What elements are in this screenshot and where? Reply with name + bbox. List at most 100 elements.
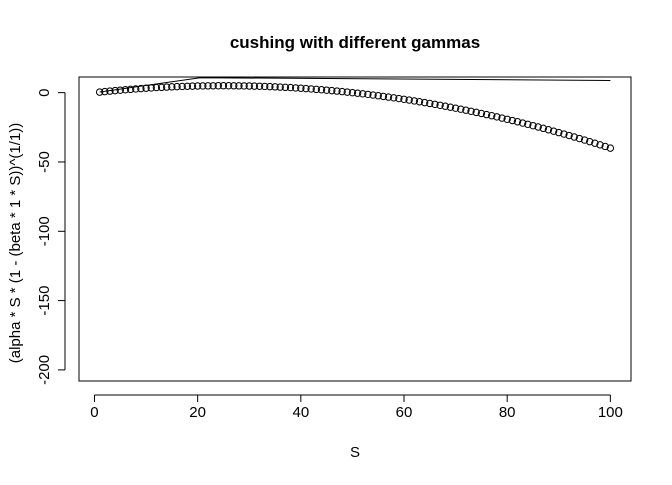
data-point [451,104,460,112]
data-point [209,82,217,90]
data-point [219,82,228,90]
x-tick-label: 0 [90,404,98,421]
data-point [369,91,377,99]
x-axis-label: S [350,444,360,461]
data-point [457,105,465,113]
data-point [193,82,202,90]
y-tick-label: -50 [36,151,53,173]
data-point [271,83,279,91]
data-point [410,97,419,105]
data-point [302,84,310,93]
data-point [188,82,197,90]
data-point [157,83,166,92]
data-point [472,108,480,117]
data-point [513,118,522,126]
data-point [286,83,295,92]
data-point [137,84,145,93]
data-point [121,86,130,94]
data-point [126,85,135,94]
data-point [266,82,274,91]
data-point [384,93,393,101]
data-point [400,95,408,104]
data-point [235,82,243,90]
data-point [297,84,305,92]
data-point [555,128,563,137]
data-point [374,92,382,100]
x-tick-label: 60 [396,404,413,421]
data-point [173,82,181,91]
x-tick-label: 80 [499,404,516,421]
data-point [524,120,532,129]
data-point [570,133,578,141]
data-point [446,103,455,111]
data-point [436,101,444,109]
data-point [230,82,238,90]
data-point [163,83,171,91]
data-point [580,136,589,144]
data-point [575,134,584,143]
data-point [95,88,104,96]
data-point [178,82,186,91]
data-point [467,107,475,115]
data-point [560,130,568,138]
data-point [503,115,511,123]
data-point [591,139,599,147]
plot-frame [78,76,632,382]
y-tick-label: -200 [36,355,53,385]
data-point [250,82,259,90]
data-point [317,86,326,94]
data-point [168,83,176,91]
data-point [224,82,233,90]
data-point [245,82,253,90]
data-point [116,86,124,94]
data-point [596,141,604,149]
data-point [261,82,269,91]
data-point [183,82,192,90]
series-line [99,77,611,93]
data-point [601,142,609,151]
data-point [276,83,284,91]
data-point [549,127,558,135]
data-point [426,99,434,108]
x-tick-label: 20 [189,404,206,421]
data-point [539,124,547,133]
x-tick-label: 40 [292,404,309,421]
chart-title: cushing with different gammas [230,33,480,52]
data-point [328,86,336,95]
data-marks [95,77,615,152]
data-point [565,131,573,140]
data-point [255,82,264,90]
data-point [307,85,315,93]
data-point [482,110,491,119]
data-point [493,113,501,121]
data-point [441,102,449,110]
data-point [544,126,553,134]
data-point [508,116,517,125]
data-point [534,123,542,131]
data-point [379,92,388,101]
y-tick-label: -150 [36,286,53,316]
data-point [353,89,362,97]
y-tick-label: 0 [36,88,53,96]
data-point [322,86,331,94]
data-point [498,114,506,122]
data-point [462,106,470,114]
data-point [606,144,615,152]
data-point [405,96,413,104]
data-point [333,87,341,95]
axes: 0 20 40 60 80 100 0 -50 -100 -150 -200 [36,88,623,421]
data-point [389,94,398,102]
data-point [348,88,357,97]
y-axis-label: (alpha * S * (1 - (beta * 1 * S))^(1/1)) [7,123,24,363]
data-point [199,82,207,90]
data-point [477,109,486,118]
y-tick-label: -100 [36,216,53,246]
data-point [291,84,300,92]
data-point [214,82,222,90]
data-point [529,121,537,130]
data-point [364,90,372,99]
data-point [343,88,351,96]
data-point [420,98,429,107]
